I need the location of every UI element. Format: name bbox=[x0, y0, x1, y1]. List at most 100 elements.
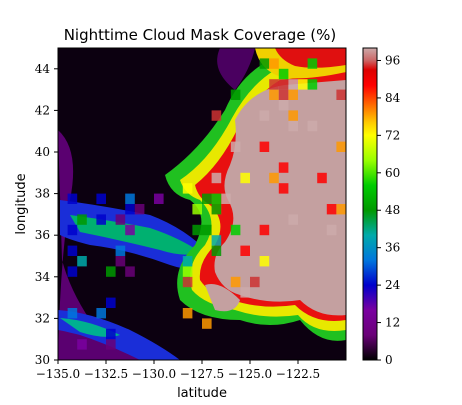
heatmap-cell bbox=[125, 193, 135, 204]
heatmap-cell bbox=[182, 183, 193, 194]
x-tick-label: −135.0 bbox=[36, 367, 80, 381]
heatmap-cell bbox=[192, 224, 202, 236]
heatmap-cell bbox=[125, 266, 135, 277]
heatmap-cell bbox=[307, 79, 318, 90]
y-tick-label: 34 bbox=[35, 270, 51, 284]
heatmap-cell bbox=[288, 120, 298, 132]
x-axis-label: latitude bbox=[177, 386, 227, 401]
heatmap-cell bbox=[240, 287, 250, 298]
heatmap-cell bbox=[278, 162, 289, 173]
heatmap-cell bbox=[125, 204, 135, 215]
heatmap-cell bbox=[115, 256, 126, 267]
x-tick-label: −132.5 bbox=[84, 367, 128, 381]
colorbar bbox=[362, 47, 378, 361]
heatmap-region-core bbox=[214, 80, 346, 316]
heatmap-cell bbox=[250, 276, 260, 288]
heatmap-cell bbox=[259, 224, 270, 236]
colorbar-tick-label: 60 bbox=[385, 166, 400, 180]
heatmap-cell bbox=[336, 141, 346, 152]
heatmap-cell bbox=[269, 58, 279, 69]
heatmap-cell bbox=[77, 339, 87, 350]
heatmap-cell bbox=[125, 224, 135, 236]
heatmap-cell bbox=[230, 89, 241, 100]
heatmap-field bbox=[58, 48, 346, 360]
heatmap-cells bbox=[67, 58, 346, 350]
heatmap-cell bbox=[211, 172, 222, 184]
heatmap-cell bbox=[106, 339, 116, 350]
colorbar-tick-label: 96 bbox=[385, 53, 400, 67]
y-tick-label: 44 bbox=[35, 62, 51, 76]
heatmap-cell bbox=[278, 183, 289, 194]
heatmap-region-band-south-green bbox=[60, 318, 120, 337]
heatmap-region-purple-north bbox=[217, 48, 255, 90]
heatmap-cell bbox=[134, 204, 145, 215]
y-axis-label: longitude bbox=[14, 173, 29, 234]
x-axis: −135.0 −132.5 −130.0 −127.5 −125.0 −122.5 bbox=[36, 360, 320, 381]
heatmap-region-north-red bbox=[275, 48, 346, 68]
colorbar-tick-label: 72 bbox=[385, 128, 400, 142]
heatmap-cell bbox=[269, 172, 279, 184]
heatmap-cell bbox=[278, 89, 289, 100]
y-tick-label: 38 bbox=[35, 187, 50, 201]
heatmap-cell bbox=[67, 224, 78, 236]
heatmap-cell bbox=[96, 214, 106, 225]
heatmap-cell bbox=[269, 79, 279, 90]
heatmap-cell bbox=[230, 224, 241, 236]
heatmap-cell bbox=[67, 308, 78, 319]
heatmap-cell bbox=[67, 193, 78, 204]
heatmap-cell bbox=[67, 266, 78, 277]
colorbar-tick-label: 84 bbox=[385, 91, 401, 105]
heatmap-cell bbox=[317, 172, 327, 184]
y-tick-label: 32 bbox=[35, 311, 50, 325]
heatmap-cell bbox=[298, 79, 308, 90]
colorbar-tick-label: 12 bbox=[385, 316, 400, 330]
heatmap-cell bbox=[336, 204, 346, 215]
x-tick-label: −122.5 bbox=[276, 367, 320, 381]
heatmap-cell bbox=[307, 58, 318, 69]
heatmap-cell bbox=[288, 79, 298, 90]
heatmap-cell bbox=[106, 297, 116, 308]
heatmap-cell bbox=[259, 256, 270, 267]
heatmap-cell bbox=[211, 193, 222, 204]
heatmap-cell bbox=[278, 79, 289, 90]
colorbar-tick-label: 48 bbox=[385, 203, 400, 217]
heatmap-cell bbox=[77, 214, 87, 225]
y-tick-label: 30 bbox=[35, 353, 50, 367]
heatmap-cell bbox=[96, 193, 106, 204]
heatmap-cell bbox=[106, 266, 116, 277]
heatmap-cell bbox=[259, 141, 270, 152]
x-tick-label: −130.0 bbox=[132, 367, 176, 381]
heatmap-cell bbox=[211, 204, 222, 215]
heatmap-cell bbox=[269, 89, 279, 100]
heatmap-cell bbox=[240, 172, 250, 184]
heatmap-cell bbox=[96, 308, 106, 319]
colorbar-tick-label: 24 bbox=[385, 278, 401, 292]
heatmap-cell bbox=[211, 110, 222, 121]
heatmap-cell bbox=[115, 245, 126, 256]
x-tick-label: −127.5 bbox=[180, 367, 224, 381]
heatmap-cell bbox=[278, 100, 289, 111]
heatmap-cell bbox=[221, 193, 231, 204]
heatmap-cell bbox=[259, 58, 270, 69]
colorbar-axis: 0 12 24 36 48 60 72 84 96 bbox=[377, 53, 401, 367]
x-tick-label: −125.0 bbox=[228, 367, 272, 381]
heatmap-cell bbox=[202, 318, 212, 329]
heatmap-cell bbox=[278, 68, 289, 80]
colorbar-tick-label: 36 bbox=[385, 241, 400, 255]
heatmap-cell bbox=[211, 245, 222, 256]
heatmap-region-band-west-green bbox=[70, 215, 200, 255]
heatmap-cell bbox=[326, 224, 337, 236]
chart-title: Nighttime Cloud Mask Coverage (%) bbox=[64, 26, 337, 44]
heatmap-cell bbox=[336, 89, 346, 100]
y-axis: 30 32 34 36 38 40 42 44 bbox=[35, 62, 58, 367]
heatmap-region-core-lower bbox=[205, 284, 240, 312]
heatmap-cell bbox=[211, 235, 222, 246]
heatmap-cell bbox=[240, 245, 250, 256]
heatmap-cell bbox=[182, 266, 193, 277]
y-tick-label: 36 bbox=[35, 228, 50, 242]
heatmap-cell bbox=[230, 141, 241, 152]
heatmap-cell bbox=[182, 308, 193, 319]
heatmap-cell bbox=[182, 276, 193, 288]
y-tick-label: 42 bbox=[35, 103, 50, 117]
